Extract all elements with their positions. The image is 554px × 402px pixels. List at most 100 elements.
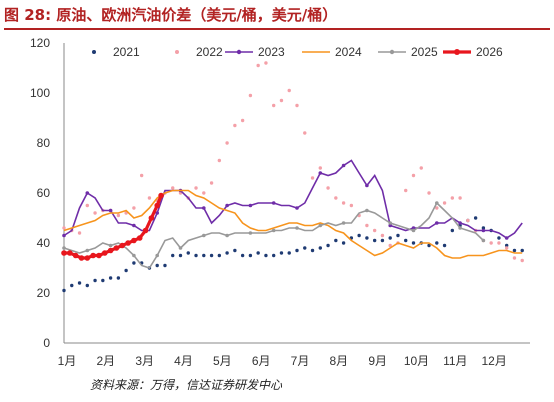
data-point — [404, 188, 408, 193]
data-point — [473, 216, 478, 220]
data-point — [427, 191, 431, 195]
data-point — [202, 191, 206, 195]
data-point — [450, 196, 455, 200]
data-point — [365, 223, 369, 228]
data-point — [349, 203, 354, 208]
data-point — [202, 233, 206, 238]
data-point — [303, 246, 307, 250]
data-point — [341, 163, 346, 168]
data-point — [116, 213, 121, 218]
data-point — [155, 253, 159, 258]
data-point — [178, 253, 183, 258]
data-point — [142, 227, 149, 234]
data-point — [178, 246, 183, 250]
data-point — [93, 211, 97, 215]
x-tick-label: 2月 — [96, 354, 115, 368]
data-point — [248, 203, 253, 208]
data-point — [341, 241, 346, 245]
y-tick-label: 40 — [37, 236, 51, 250]
y-tick-label: 80 — [37, 136, 51, 150]
series-line — [63, 189, 523, 259]
legend-label: 2024 — [335, 45, 362, 59]
data-point — [233, 248, 237, 253]
legend-swatch — [175, 50, 179, 54]
x-tick-label: 4月 — [174, 354, 193, 368]
data-point — [132, 223, 136, 228]
data-point — [442, 201, 447, 205]
legend-marker — [389, 49, 395, 55]
data-point — [318, 166, 322, 170]
data-point — [108, 276, 113, 280]
data-point — [520, 258, 524, 263]
data-point — [256, 63, 260, 68]
data-point — [271, 228, 276, 233]
data-point — [248, 93, 253, 98]
data-point — [287, 88, 291, 93]
data-point — [194, 186, 198, 190]
data-point — [411, 241, 416, 245]
data-point — [295, 103, 299, 108]
data-point — [341, 221, 346, 225]
data-point — [435, 241, 439, 245]
data-point — [155, 211, 159, 215]
data-point — [357, 233, 361, 238]
data-point — [380, 238, 385, 243]
data-point — [124, 268, 128, 273]
data-point — [303, 131, 307, 135]
data-point — [481, 226, 486, 230]
data-point — [85, 191, 90, 195]
data-point — [77, 231, 82, 235]
data-point — [132, 253, 136, 258]
data-point — [388, 236, 392, 240]
data-point — [101, 250, 108, 256]
data-point — [202, 206, 206, 210]
series-2022 — [62, 61, 524, 263]
figure-title: 图 28: 原油、欧洲汽油价差（美元/桶，美元/桶） — [4, 6, 338, 24]
data-point — [372, 228, 377, 233]
chart-legend: 2021 2022 2023 2024 2025 2026 — [92, 45, 503, 59]
data-point — [497, 241, 501, 245]
data-point — [85, 248, 90, 253]
data-point — [380, 233, 385, 238]
data-point — [202, 253, 206, 258]
data-point — [101, 278, 105, 283]
data-point — [62, 233, 66, 238]
data-point — [481, 228, 486, 233]
y-tick-label: 20 — [37, 286, 51, 300]
data-point — [372, 238, 377, 243]
data-point — [148, 215, 155, 221]
data-point — [264, 61, 268, 65]
data-point — [70, 283, 74, 288]
data-point — [458, 196, 462, 200]
data-point — [225, 141, 229, 145]
data-point — [388, 243, 392, 248]
data-point — [388, 223, 393, 228]
data-point — [489, 241, 493, 245]
legend-marker — [454, 49, 460, 55]
data-point — [85, 283, 90, 288]
data-point — [318, 171, 323, 175]
series-2024 — [63, 189, 523, 259]
data-point — [404, 238, 408, 243]
data-point — [450, 228, 455, 233]
data-point — [310, 248, 315, 253]
data-point — [85, 203, 90, 208]
data-point — [326, 243, 330, 248]
x-tick-label: 8月 — [329, 354, 348, 368]
data-point — [67, 250, 73, 256]
data-point — [209, 253, 214, 258]
data-point — [147, 196, 152, 200]
data-point — [163, 263, 167, 268]
data-point — [96, 252, 102, 259]
data-point — [186, 251, 190, 255]
data-point — [295, 226, 299, 230]
series-2026 — [61, 192, 164, 261]
data-point — [217, 158, 222, 163]
data-point — [505, 246, 509, 250]
data-point — [194, 253, 198, 258]
legend-label: 2025 — [411, 45, 438, 59]
legend-marker — [236, 49, 242, 55]
data-point — [78, 255, 85, 261]
data-point — [419, 166, 423, 170]
data-point — [62, 226, 66, 230]
